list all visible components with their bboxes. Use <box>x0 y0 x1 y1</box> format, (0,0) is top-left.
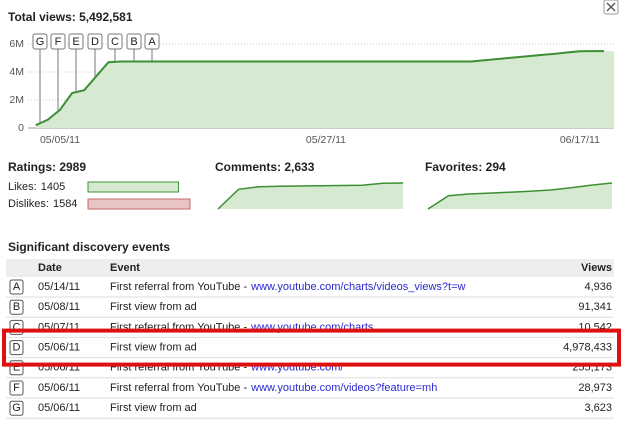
dislikes-label-text: Dislikes: <box>8 198 49 210</box>
event-date: 05/14/11 <box>38 281 80 293</box>
y-tick-label: 4M <box>9 66 24 78</box>
events-title: Significant discovery events <box>8 240 170 254</box>
marker-label: F <box>55 36 62 48</box>
marker-box <box>50 33 66 50</box>
marker-box <box>32 33 48 50</box>
likes-label: Likes: 1405 <box>8 181 65 193</box>
event-key: A <box>13 281 21 293</box>
event-text: First view from ad <box>110 402 197 414</box>
close-button[interactable] <box>603 0 619 15</box>
marker-box <box>68 33 84 50</box>
marker-label: G <box>36 36 45 48</box>
likes-label-text: Likes: <box>8 181 37 193</box>
event-date: 05/06/11 <box>38 402 80 414</box>
y-tick-label: 6M <box>9 38 24 50</box>
event-text: First referral from YouTube - <box>110 281 247 293</box>
event-link[interactable]: www.youtube.com/videos?feature=mh <box>250 382 437 394</box>
dislikes-bar <box>87 198 191 210</box>
ratings-title: Ratings: 2989 <box>8 160 86 174</box>
event-key-box <box>9 279 24 295</box>
column-header: Date <box>38 262 62 274</box>
comments-area <box>218 183 403 209</box>
favorites-area <box>428 183 612 209</box>
event-text: First view from ad <box>110 301 197 313</box>
x-tick-label: 05/05/11 <box>40 134 80 146</box>
x-tick-label: 06/17/11 <box>560 134 600 146</box>
event-text: First view from ad <box>110 342 197 354</box>
views-line <box>35 50 604 127</box>
event-key: G <box>12 402 21 414</box>
event-key: D <box>13 342 21 354</box>
event-link[interactable]: www.youtube.com/charts/videos_views?t=w <box>250 281 465 293</box>
comments-title: Comments: 2,633 <box>215 160 315 174</box>
event-views: 4,936 <box>584 281 612 293</box>
marker-label: B <box>130 36 137 48</box>
column-header: Views <box>581 262 612 274</box>
event-key: B <box>13 301 20 313</box>
favorites-line <box>427 182 613 210</box>
event-views: 28,973 <box>578 382 612 394</box>
event-views: 4,978,433 <box>563 342 612 354</box>
marker-label: A <box>148 36 156 48</box>
marker-box <box>87 33 103 50</box>
event-key-box <box>9 380 24 396</box>
marker-box <box>107 33 123 50</box>
total-views-title: Total views: 5,492,581 <box>8 10 133 24</box>
event-key: C <box>13 321 21 333</box>
event-key-box <box>9 299 24 315</box>
likes-value: 1405 <box>41 181 65 193</box>
event-views: 91,341 <box>578 301 612 313</box>
event-views: 3,623 <box>584 402 612 414</box>
x-tick-label: 05/27/11 <box>306 134 346 146</box>
marker-box <box>144 33 160 50</box>
dislikes-value: 1584 <box>53 198 77 210</box>
likes-bar <box>87 181 179 193</box>
event-key-box <box>9 400 24 416</box>
column-header: Event <box>110 262 140 274</box>
highlight-box <box>2 328 621 367</box>
dislikes-label: Dislikes: 1584 <box>8 198 77 210</box>
views-area <box>35 51 615 128</box>
event-key: E <box>13 362 20 374</box>
event-date: 05/06/11 <box>38 342 80 354</box>
favorites-title: Favorites: 294 <box>425 160 506 174</box>
event-key-box <box>9 340 24 356</box>
y-tick-label: 0 <box>18 122 24 134</box>
marker-box <box>126 33 142 50</box>
event-date: 05/06/11 <box>38 382 80 394</box>
event-date: 05/08/11 <box>38 301 80 313</box>
event-text: First referral from YouTube - <box>110 382 247 394</box>
marker-label: D <box>91 36 99 48</box>
table-header-bg <box>6 259 614 277</box>
event-key: F <box>13 382 20 394</box>
comments-line <box>217 182 404 210</box>
marker-label: C <box>111 36 119 48</box>
y-tick-label: 2M <box>9 94 24 106</box>
marker-label: E <box>72 36 79 48</box>
